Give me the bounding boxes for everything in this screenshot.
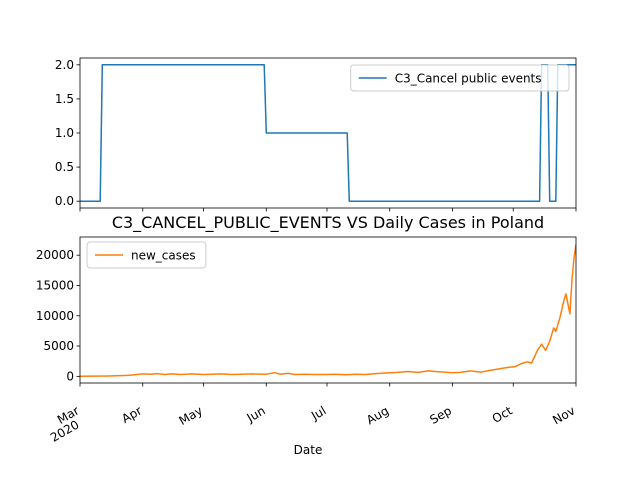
x-axis-label: Date [294, 443, 323, 457]
y-tick-label: 15000 [36, 278, 74, 292]
x-tick-label: Aug [364, 403, 391, 427]
x-tick-label: Jul [308, 403, 328, 423]
legend: new_cases [86, 241, 207, 269]
legend: C3_Cancel public events [350, 64, 570, 92]
y-tick-label: 2.0 [55, 58, 74, 72]
x-tick-label: May [177, 403, 205, 428]
y-tick-label: 1.5 [55, 92, 74, 106]
legend-label: new_cases [131, 249, 196, 263]
x-tick-label: Jun [244, 403, 268, 425]
top-subplot: 0.0 0.5 1.0 1.5 2.0 C3_Cancel public events [55, 57, 577, 212]
y-tick-label: 0.0 [55, 194, 74, 208]
y-tick-label: 0 [66, 369, 74, 383]
x-tick-label: Apr [119, 403, 144, 426]
y-tick-label: 10000 [36, 309, 74, 323]
y-tick-label: 0.5 [55, 160, 74, 174]
y-tick-label: 1.0 [55, 126, 74, 140]
y-tick-label: 20000 [36, 248, 74, 262]
axes-frame [79, 236, 577, 384]
series-line-c3-cancel-public-events [80, 64, 576, 202]
legend-label: C3_Cancel public events [395, 72, 542, 86]
x-tick-label: Nov [550, 403, 577, 427]
y-tick-label: 5000 [43, 339, 74, 353]
legend-box [86, 241, 207, 269]
x-tick-label: Sep [427, 403, 454, 426]
series-line-new-cases [80, 244, 576, 378]
legend-box [350, 64, 570, 92]
x-tick-label: Oct [490, 403, 515, 426]
chart-title: C3_CANCEL_PUBLIC_EVENTS VS Daily Cases i… [112, 213, 544, 233]
